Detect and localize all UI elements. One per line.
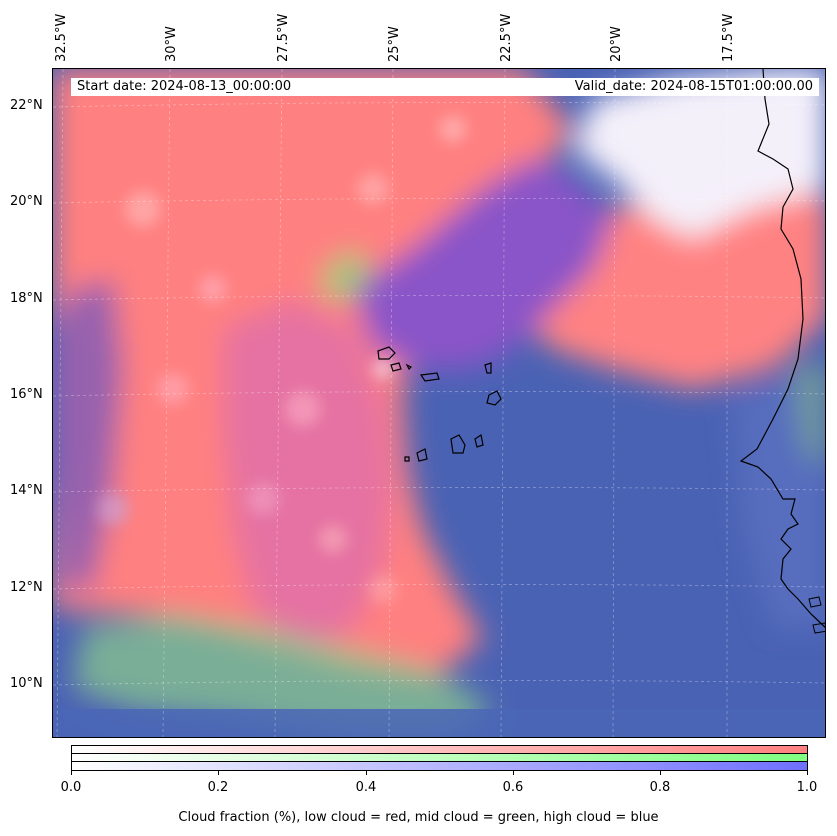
colorbar-mid-cloud	[72, 754, 807, 762]
colorbar	[71, 745, 808, 771]
island	[474, 434, 484, 448]
colorbar-low-cloud	[72, 746, 807, 754]
colorbar-tick-label: 0.0	[60, 780, 82, 795]
cloud-speckle	[439, 115, 467, 143]
island	[450, 434, 466, 454]
cloud-speckle	[199, 275, 227, 303]
island	[390, 362, 402, 372]
cloud-speckle	[373, 359, 393, 379]
colorbar-tick	[71, 771, 72, 775]
map-canvas	[53, 69, 825, 737]
cloud-speckle	[369, 575, 397, 603]
colorbar-tick-label: 0.6	[502, 780, 524, 795]
colorbar-tick	[513, 771, 514, 775]
gridlines	[53, 69, 825, 737]
longitude-label: 32.5°W	[54, 13, 69, 62]
longitude-label: 27.5°W	[276, 13, 291, 62]
island	[416, 448, 428, 462]
longitude-label: 30°W	[164, 26, 179, 62]
cloud-speckle	[247, 483, 279, 515]
coastline	[739, 69, 825, 628]
island	[484, 362, 492, 374]
latitude-label: 20°N	[10, 194, 43, 209]
longitude-label: 22.5°W	[499, 13, 514, 62]
cloud-speckle	[157, 373, 189, 405]
cloud-speckle	[285, 391, 321, 427]
mid-cloud-region	[323, 249, 373, 299]
longitude-label: 17.5°W	[721, 13, 736, 62]
latitude-label: 14°N	[10, 483, 43, 498]
latitude-label: 10°N	[10, 676, 43, 691]
colorbar-tick-label: 0.2	[207, 780, 229, 795]
colorbar-tick	[807, 771, 808, 775]
mid-cloud-region	[73, 614, 493, 737]
southern-band	[53, 709, 825, 737]
island	[419, 372, 440, 382]
valid-date-label: Valid_date: 2024-08-15T01:00:00.00	[537, 78, 819, 96]
latitude-label: 12°N	[10, 580, 43, 595]
cloud-speckle	[97, 493, 129, 525]
colorbar-tick	[218, 771, 219, 775]
island	[486, 390, 502, 406]
colorbar-tick-label: 1.0	[796, 780, 818, 795]
cloud-speckle	[125, 191, 161, 227]
longitude-label: 20°W	[609, 26, 624, 62]
island	[812, 622, 825, 634]
start-date-label: Start date: 2024-08-13_00:00:00	[71, 78, 549, 96]
colorbar-tick-label: 0.8	[649, 780, 671, 795]
latitude-label: 16°N	[10, 387, 43, 402]
latitude-label: 18°N	[10, 291, 43, 306]
cloud-fraction-map: Start date: 2024-08-13_00:00:00 Valid_da…	[52, 68, 826, 738]
island	[404, 456, 410, 462]
colorbar-tick	[660, 771, 661, 775]
colorbar-tick-label: 0.4	[355, 780, 377, 795]
colorbar-tick	[366, 771, 367, 775]
mid-cloud-region	[793, 359, 825, 468]
island	[377, 346, 396, 360]
mixed-cloud-region	[353, 159, 613, 369]
mixed-cloud-region	[223, 299, 393, 649]
colorbar-high-cloud	[72, 762, 807, 770]
cloud-speckle	[319, 525, 347, 553]
thin-cloud-region	[573, 69, 825, 239]
cloud-speckle	[357, 173, 389, 205]
island	[405, 363, 413, 371]
latitude-label: 22°N	[10, 98, 43, 113]
colorbar-caption: Cloud fraction (%), low cloud = red, mid…	[178, 810, 659, 825]
longitude-label: 25°W	[387, 26, 402, 62]
island	[808, 596, 822, 608]
